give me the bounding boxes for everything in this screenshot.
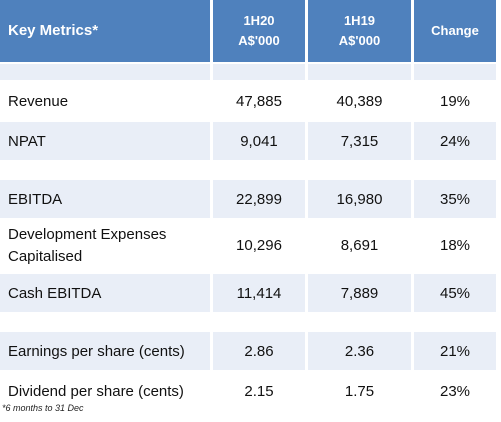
spacer-row <box>0 160 496 178</box>
row-value-1h20: 22,899 <box>213 178 308 218</box>
table-row-cash-ebitda: Cash EBITDA 11,414 7,889 45% <box>0 272 496 312</box>
header-1h19-period: 1H19 <box>343 13 376 28</box>
row-label-line-2: Capitalised <box>8 248 83 265</box>
row-change: 24% <box>414 120 496 160</box>
row-value-1h20: 10,296 <box>213 218 308 272</box>
table-row-npat: NPAT 9,041 7,315 24% <box>0 120 496 160</box>
row-value-1h19: 8,691 <box>308 218 414 272</box>
row-value-1h20: 11,414 <box>213 272 308 312</box>
header-1h19-unit: A$'000 <box>338 33 381 48</box>
row-value-1h20: 47,885 <box>213 80 308 120</box>
row-label: EBITDA <box>0 178 213 218</box>
row-value-1h19: 1.75 <box>308 370 414 410</box>
row-value-1h19: 40,389 <box>308 80 414 120</box>
row-value-1h19: 7,889 <box>308 272 414 312</box>
row-change: 35% <box>414 178 496 218</box>
row-label: Dividend per share (cents) <box>0 370 213 410</box>
table-row-ebitda: EBITDA 22,899 16,980 35% <box>0 178 496 218</box>
header-1h20-period: 1H20 <box>243 13 275 28</box>
footnote: *6 months to 31 Dec <box>2 403 84 413</box>
row-value-1h20: 9,041 <box>213 120 308 160</box>
row-value-1h19: 16,980 <box>308 178 414 218</box>
row-label: Earnings per share (cents) <box>0 330 213 370</box>
row-change: 21% <box>414 330 496 370</box>
header-1h20: 1H20 A$'000 <box>213 0 308 62</box>
table-row-development-expenses: Development Expenses Capitalised 10,296 … <box>0 218 496 272</box>
header-1h19: 1H19 A$'000 <box>308 0 414 62</box>
table-header-row: Key Metrics* 1H20 A$'000 1H19 A$'000 Cha… <box>0 0 496 62</box>
row-value-1h20: 2.86 <box>213 330 308 370</box>
table-row-dps: Dividend per share (cents) 2.15 1.75 23% <box>0 370 496 410</box>
row-label: Cash EBITDA <box>0 272 213 312</box>
row-label: Development Expenses Capitalised <box>0 218 213 272</box>
row-value-1h19: 2.36 <box>308 330 414 370</box>
spacer-row <box>0 312 496 330</box>
row-change: 23% <box>414 370 496 410</box>
row-value-1h20: 2.15 <box>213 370 308 410</box>
row-label: NPAT <box>0 120 213 160</box>
table-row-eps: Earnings per share (cents) 2.86 2.36 21% <box>0 330 496 370</box>
table-row-revenue: Revenue 47,885 40,389 19% <box>0 80 496 120</box>
key-metrics-table: Key Metrics* 1H20 A$'000 1H19 A$'000 Cha… <box>0 0 496 410</box>
row-label-line-1: Development Expenses <box>8 226 167 243</box>
row-change: 45% <box>414 272 496 312</box>
spacer-row <box>0 62 496 80</box>
row-change: 18% <box>414 218 496 272</box>
row-change: 19% <box>414 80 496 120</box>
row-value-1h19: 7,315 <box>308 120 414 160</box>
header-title: Key Metrics* <box>0 0 213 62</box>
header-change: Change <box>414 0 496 62</box>
header-1h20-unit: A$'000 <box>238 33 280 48</box>
row-label: Revenue <box>0 80 213 120</box>
